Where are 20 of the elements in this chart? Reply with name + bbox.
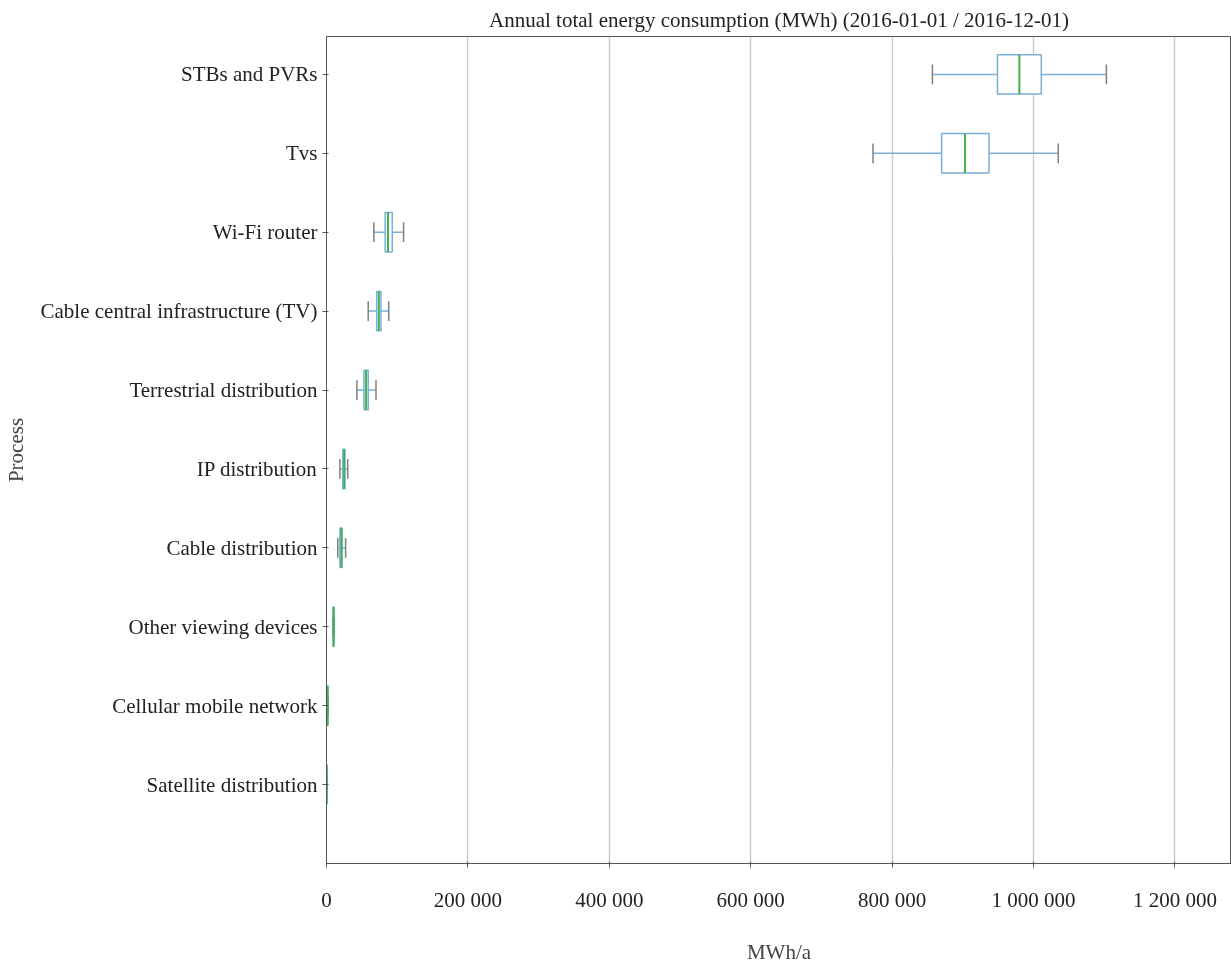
y-tick-label: IP distribution <box>196 456 318 481</box>
x-tick-label: 1 200 000 <box>1132 887 1217 912</box>
x-tick-label: 200 000 <box>433 887 503 912</box>
y-tick-label: Wi-Fi router <box>212 220 318 245</box>
y-tick-label: Satellite distribution <box>146 772 318 797</box>
x-tick-label: 600 000 <box>716 887 785 912</box>
x-tick-label: 0 <box>321 887 332 912</box>
y-tick-label: Cellular mobile network <box>112 693 318 718</box>
y-axis-title: Process <box>3 417 28 483</box>
x-tick-label: 800 000 <box>858 887 927 912</box>
y-tick-label: Cable distribution <box>166 535 318 560</box>
y-tick-label: Other viewing devices <box>128 614 318 639</box>
x-tick-label: 400 000 <box>575 887 644 912</box>
y-tick-label: Tvs <box>286 141 318 166</box>
x-tick-label: 1 000 000 <box>991 887 1076 912</box>
y-tick-label: STBs and PVRs <box>180 62 318 87</box>
y-tick-label: Terrestrial distribution <box>129 378 318 403</box>
x-axis-title: MWh/a <box>746 939 812 964</box>
y-tick-label: Cable central infrastructure (TV) <box>40 299 318 324</box>
chart-title: Annual total energy consumption (MWh) (2016-01-01 / 2016-12-01) <box>489 7 1069 32</box>
